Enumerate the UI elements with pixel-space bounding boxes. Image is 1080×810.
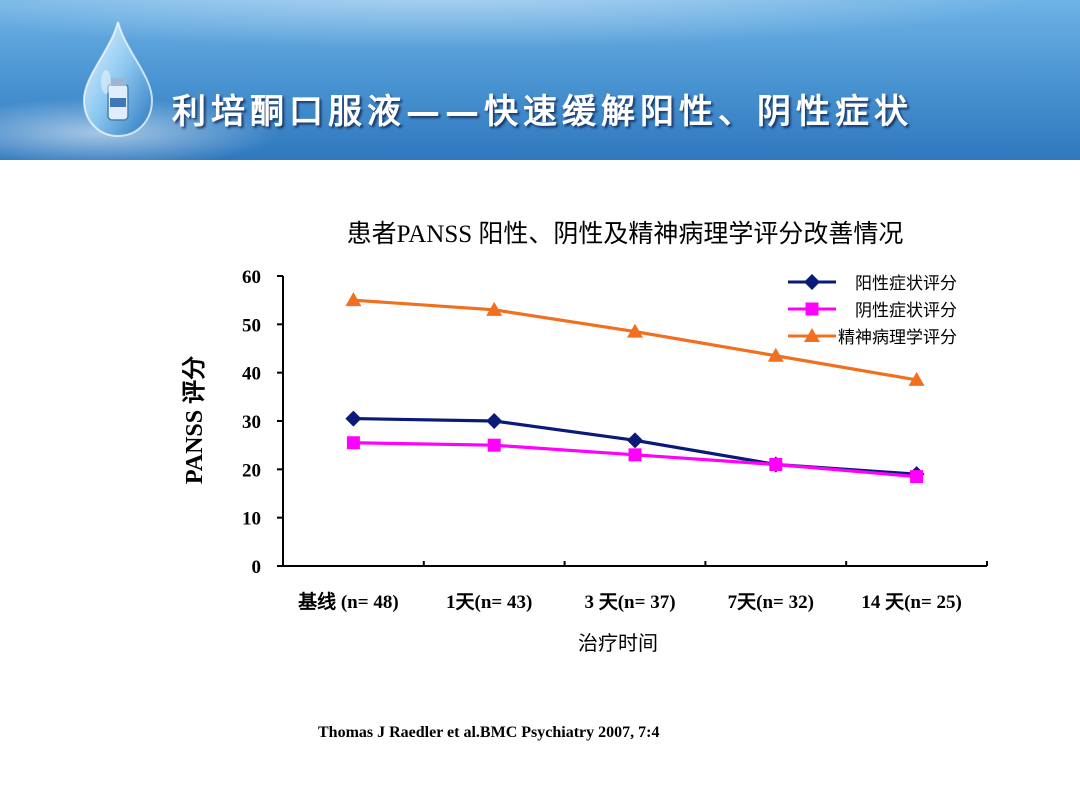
water-drop-icon: [82, 21, 154, 138]
x-tick-label: 7天(n= 32): [728, 592, 814, 613]
y-tick-label: 60: [242, 267, 261, 288]
data-point: [487, 438, 501, 452]
data-point: [627, 432, 643, 449]
legend-item: 阳性症状评分: [788, 274, 957, 294]
y-tick-label: 0: [252, 557, 262, 578]
legend-label: 阳性症状评分: [855, 274, 957, 294]
series-square: [346, 436, 924, 484]
legend-item: 阴性症状评分: [788, 301, 957, 321]
x-tick-label: 基线 (n= 48): [297, 590, 399, 613]
x-tick-label: 1天(n= 43): [446, 592, 532, 613]
data-point: [908, 371, 925, 386]
legend-item: 精神病理学评分: [788, 328, 957, 348]
data-point: [767, 347, 784, 362]
chart-axes: 0 10 20 30 40 50 60 基线 (n= 48) 1天(n= 43) 3 天(n= 3…: [242, 267, 988, 613]
data-point: [486, 301, 503, 316]
legend-marker: [805, 302, 819, 316]
y-tick-label: 10: [242, 509, 261, 530]
header-banner: 利培酮口服液——快速缓解阳性、阴性症状: [0, 0, 1080, 160]
data-point: [627, 323, 643, 338]
legend-label: 精神病理学评分: [838, 328, 957, 348]
legend-label: 阴性症状评分: [855, 301, 957, 321]
x-axis-label: 治疗时间: [578, 631, 658, 655]
legend-marker: [804, 274, 820, 290]
legend-marker: [804, 328, 820, 342]
data-point: [628, 448, 642, 462]
data-point: [345, 292, 362, 307]
series-line: [353, 298, 917, 382]
y-tick-label: 30: [242, 412, 261, 433]
chart-title: 患者PANSS 阳性、阴性及精神病理学评分改善情况: [347, 220, 904, 248]
slide-title: 利培酮口服液——快速缓解阳性、阴性症状: [172, 92, 913, 132]
y-tick-label: 20: [242, 460, 261, 481]
data-point: [910, 470, 924, 484]
series-diamond: [345, 410, 925, 483]
x-tick-label: 14 天(n= 25): [861, 592, 962, 613]
data-point: [345, 410, 362, 427]
data-point: [769, 458, 783, 471]
data-point: [346, 436, 360, 450]
banner-highlight: [0, 0, 1080, 60]
panss-line-chart: 患者PANSS 阳性、阴性及精神病理学评分改善情况 PANSS 评分 治疗时间 …: [181, 220, 988, 655]
chart-series: [345, 292, 925, 484]
y-tick-label: 50: [242, 315, 261, 336]
y-axis-label: PANSS 评分: [181, 356, 208, 484]
series-triangle: [345, 292, 925, 386]
y-tick-label: 40: [242, 364, 261, 385]
citation: Thomas J Raedler et al.BMC Psychiatry 20…: [318, 724, 660, 741]
data-point: [486, 413, 503, 429]
x-tick-label: 3 天(n= 37): [584, 592, 675, 613]
